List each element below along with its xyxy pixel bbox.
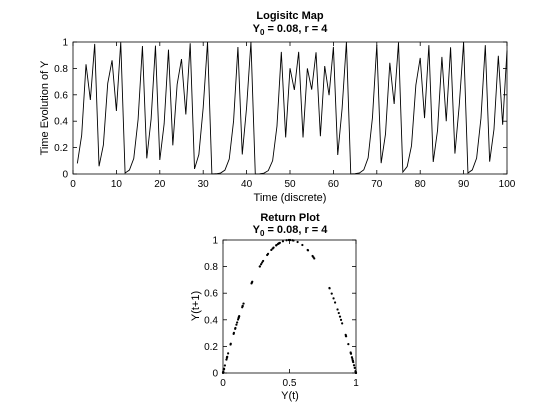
scatter-point	[226, 355, 229, 359]
scatter-point	[250, 282, 253, 285]
scatter-point	[259, 263, 263, 266]
x-tick-label: 70	[371, 179, 383, 190]
subtitle-prefix: Y	[253, 23, 261, 35]
scatter-point	[278, 242, 281, 245]
series-points	[221, 238, 358, 375]
scatter-point	[223, 364, 227, 367]
scatter-point	[353, 366, 356, 369]
x-tick-label: 0	[220, 378, 226, 389]
scatter-point	[262, 259, 265, 263]
scatter-point	[332, 297, 335, 300]
scatter-point	[306, 249, 310, 252]
tick-group: 0 10 20 30 40 50 60 70 80 90 100 0 0.2 0.4 0.6 0.8 1	[54, 38, 516, 191]
y-tick-label: 1	[212, 236, 218, 247]
scatter-point	[234, 326, 237, 330]
scatter-point	[291, 239, 294, 242]
scatter-point	[229, 343, 232, 346]
y-tick-label: 0.8	[204, 262, 218, 273]
scatter-point	[339, 318, 343, 321]
y-axis-label: Y(t+1)	[190, 291, 202, 321]
x-tick-label: 0	[70, 179, 76, 190]
scatter-point	[232, 331, 236, 334]
scatter-point	[222, 370, 225, 374]
series-polyline	[76, 41, 508, 175]
series-line	[76, 41, 508, 175]
x-axis-label: Y(t)	[281, 390, 299, 402]
y-tick-label: 0.6	[204, 289, 218, 300]
x-tick-label: 20	[154, 179, 166, 190]
scatter-point	[235, 323, 238, 326]
x-tick-label: 50	[284, 179, 296, 190]
chart-title: Return Plot	[260, 212, 320, 224]
x-tick-label: 100	[499, 179, 516, 190]
scatter-point	[333, 301, 337, 304]
subtitle-suffix: = 0.08, r = 4	[264, 23, 328, 35]
subtitle-suffix: = 0.08, r = 4	[264, 224, 328, 236]
scatter-point	[242, 302, 245, 305]
scatter-point	[236, 321, 239, 324]
scatter-point	[351, 359, 354, 362]
logistic-map-chart: Logisitc Map Y0 = 0.08, r = 4 0 10 20 30 40 5…	[39, 10, 516, 204]
scatter-point	[271, 247, 274, 250]
x-tick-label: 0.5	[283, 378, 297, 389]
chart-subtitle: Y0 = 0.08, r = 4	[253, 23, 329, 37]
x-tick-label: 80	[415, 179, 427, 190]
scatter-point	[222, 367, 226, 370]
y-tick-label: 0	[212, 369, 218, 380]
subtitle-subscript: 0	[260, 28, 265, 37]
scatter-point	[352, 364, 356, 367]
scatter-point	[338, 315, 342, 318]
scatter-point	[281, 240, 285, 243]
scatter-point	[241, 306, 244, 309]
scatter-point	[266, 252, 270, 255]
x-tick-label: 40	[241, 179, 253, 190]
x-tick-label: 60	[328, 179, 340, 190]
tick-group: 0 0.5 1 0 0.2 0.4 0.6 0.8 1	[204, 236, 359, 390]
scatter-point	[344, 333, 347, 337]
y-tick-label: 0.4	[54, 117, 68, 128]
y-tick-label: 0.2	[54, 143, 68, 154]
x-axis-label: Time (discrete)	[254, 192, 327, 204]
scatter-point	[285, 239, 288, 242]
scatter-point	[341, 322, 344, 325]
scatter-point	[337, 311, 340, 315]
scatter-point	[236, 318, 240, 321]
scatter-point	[237, 315, 241, 318]
subtitle-prefix: Y	[253, 224, 261, 236]
y-tick-label: 0.4	[204, 315, 218, 326]
chart-subtitle: Y0 = 0.08, r = 4	[253, 224, 329, 238]
scatter-point	[301, 243, 304, 247]
scatter-point	[258, 265, 261, 268]
chart-title: Logisitc Map	[256, 10, 324, 22]
scatter-point	[270, 248, 273, 252]
scatter-point	[347, 343, 350, 346]
y-tick-label: 0	[62, 170, 68, 181]
x-tick-label: 10	[111, 179, 123, 190]
y-tick-label: 1	[62, 38, 68, 49]
x-tick-label: 1	[353, 378, 359, 389]
scatter-point	[336, 308, 339, 311]
scatter-point	[354, 370, 357, 374]
return-plot-chart: Return Plot Y0 = 0.08, r = 4 0 0.5 100.20.…	[190, 212, 359, 402]
scatter-point	[275, 244, 278, 247]
scatter-point	[296, 240, 299, 244]
scatter-point	[328, 286, 331, 290]
scatter-point	[227, 352, 230, 355]
scatter-point	[351, 357, 354, 360]
y-tick-label: 0.2	[204, 342, 218, 353]
scatter-point	[349, 351, 352, 354]
y-tick-label: 0.8	[54, 64, 68, 75]
y-tick-label: 0.6	[54, 90, 68, 101]
scatter-point	[225, 358, 228, 361]
scatter-point	[287, 238, 290, 242]
subtitle-subscript: 0	[260, 229, 265, 238]
scatter-point	[311, 254, 314, 258]
y-axis-label: Time Evolution of Y	[39, 60, 51, 155]
scatter-point	[330, 292, 333, 295]
x-tick-label: 30	[198, 179, 210, 190]
x-tick-label: 90	[458, 179, 470, 190]
